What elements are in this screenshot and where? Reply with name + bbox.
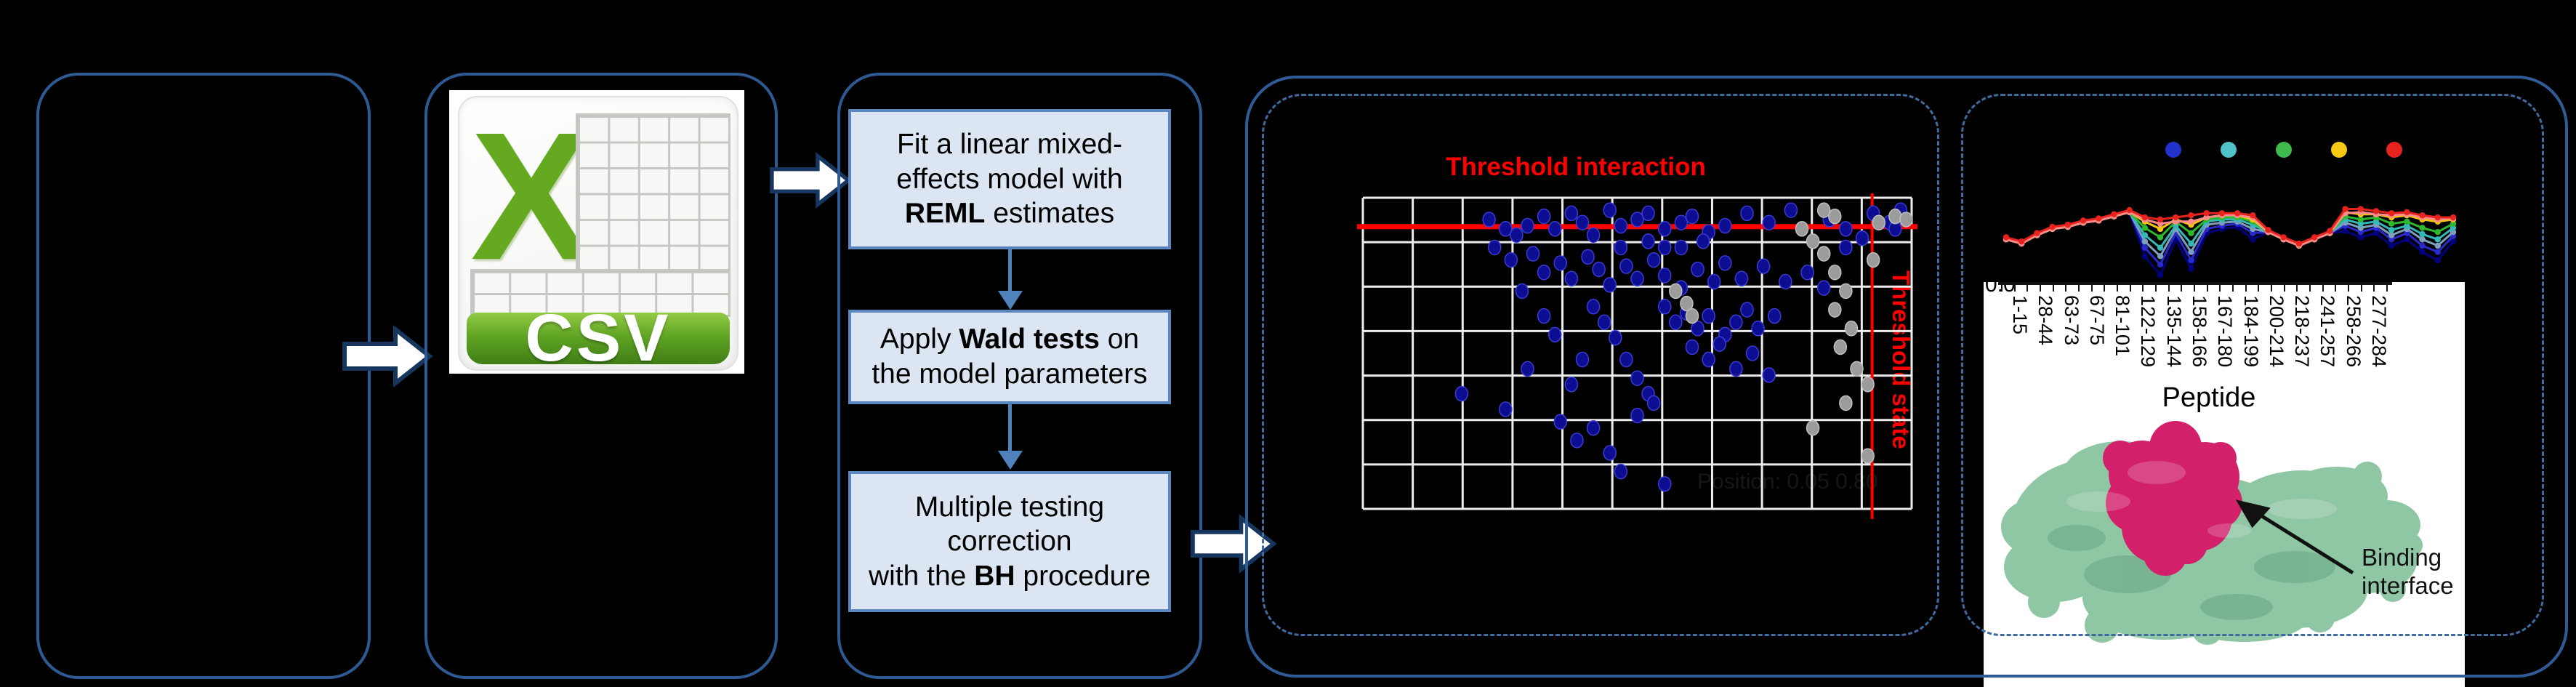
protein-structure-image <box>2001 421 2423 645</box>
x-axis-tick <box>2360 285 2362 292</box>
peptide-tick-label: 158-166 <box>2189 295 2210 368</box>
peptide-tick-label: 28-44 <box>2034 295 2057 346</box>
x-axis-tick <box>2322 285 2324 292</box>
flow-step-fit-model: Fit a linear mixed-effects model with REM… <box>848 109 1171 249</box>
x-axis-tick <box>2283 285 2285 292</box>
csv-stage-box <box>424 73 778 679</box>
flow-step-wald-tests: Apply Wald tests on the model parameters <box>848 310 1171 404</box>
profile-media-region: 0.0 1-15 28-44 63-73 67-75 81-101 122-129 135-… <box>1984 282 2465 687</box>
x-axis-tick <box>2232 285 2234 292</box>
peptide-tick-label: 63-73 <box>2060 295 2082 346</box>
x-axis-tick <box>2001 285 2003 292</box>
peptide-tick-label: 200-214 <box>2265 295 2287 368</box>
x-axis-tick <box>2258 285 2260 292</box>
x-axis-tick <box>2348 285 2349 292</box>
protein-shading <box>2048 525 2335 620</box>
x-axis-tick <box>2013 285 2016 292</box>
peptide-tick-label: 184-199 <box>2239 295 2262 368</box>
x-axis-tick <box>2040 285 2041 292</box>
input-stage-box <box>36 73 371 679</box>
x-axis-tick <box>2117 285 2118 292</box>
csv-file-icon: X CSV <box>449 90 744 375</box>
x-axis-tick <box>2271 285 2272 292</box>
x-axis-tick <box>2386 285 2388 292</box>
right-arrow-icon <box>770 152 852 209</box>
peptide-tick-label: 122-129 <box>2137 295 2160 368</box>
peptide-tick-label: 241-257 <box>2317 295 2339 368</box>
binding-interface-label: Binding interface <box>2362 544 2454 599</box>
right-arrow-icon <box>342 324 433 388</box>
x-axis-tick <box>2155 285 2157 292</box>
x-axis-tick <box>2296 285 2298 292</box>
csv-band: CSV <box>466 301 730 375</box>
csv-card: X CSV <box>458 95 738 375</box>
x-axis-tick <box>2245 285 2247 292</box>
x-axis-tick <box>2335 285 2337 292</box>
x-axis-tick <box>2219 285 2221 292</box>
x-axis-tick <box>2181 285 2183 292</box>
x-axis-line <box>1998 282 2392 285</box>
peptide-tick-label: 67-75 <box>2085 295 2108 346</box>
peptide-tick-label: 167-180 <box>2214 295 2237 368</box>
x-axis-tick <box>2142 285 2144 292</box>
peptide-tick-label: 1-15 <box>2009 295 2031 335</box>
x-axis-tick <box>2090 285 2093 292</box>
spreadsheet-grid-icon <box>576 113 730 273</box>
protein-binding-region <box>2103 421 2242 576</box>
x-axis-tick <box>2309 285 2311 292</box>
protein-highlights <box>2066 461 2337 538</box>
x-axis-tick <box>2129 285 2131 292</box>
x-axis-tick <box>2078 285 2080 292</box>
excel-x-letter: X <box>470 95 592 298</box>
down-arrow-head-icon <box>998 291 1023 310</box>
x-axis-tick <box>2026 285 2029 292</box>
x-axis-tick <box>2206 285 2208 292</box>
peptide-tick-label: 135-144 <box>2162 295 2185 368</box>
peptide-axis-title: Peptide <box>2162 382 2256 413</box>
peptide-tick-label: 218-237 <box>2291 295 2314 368</box>
peptide-profile-plot <box>2003 142 2457 278</box>
threshold-interaction-label: Threshold interaction <box>1446 153 1706 181</box>
flow-step-multiple-testing: Multiple testing correction with the BH pr… <box>848 471 1171 612</box>
down-arrow-line <box>1008 247 1012 292</box>
model-stage-box <box>837 73 1202 679</box>
x-axis-tick <box>2065 285 2067 292</box>
peptide-tick-label: 277-284 <box>2368 295 2390 368</box>
x-axis-tick <box>2373 285 2375 292</box>
down-arrow-head-icon <box>998 451 1023 470</box>
faint-threshold-annotation: Position: 0.05 0.80 <box>1697 470 1878 494</box>
csv-label: CSV <box>525 300 672 375</box>
x-axis-tick <box>2104 285 2106 292</box>
peptide-tick-label: 81-101 <box>2112 295 2134 357</box>
threshold-scatter-plot <box>1357 193 1917 519</box>
x-axis-tick <box>2194 285 2195 292</box>
y-axis-tick-label: 0.0 <box>1985 282 2016 297</box>
right-arrow-icon <box>1191 513 1277 574</box>
x-axis-tick <box>2168 285 2170 292</box>
down-arrow-line <box>1008 401 1012 452</box>
x-axis-tick <box>2052 285 2054 292</box>
binding-interface-arrow-icon <box>2235 499 2354 575</box>
peptide-tick-label: 258-266 <box>2342 295 2364 368</box>
